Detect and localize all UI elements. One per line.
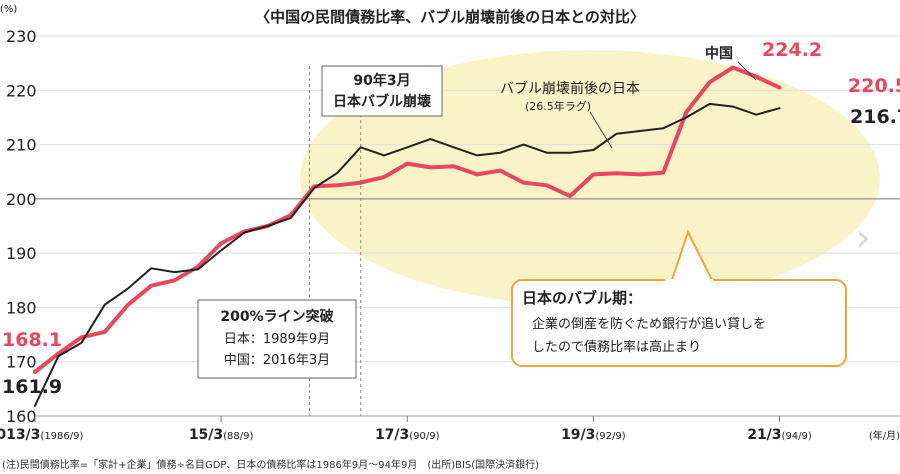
line200-annotation-japan: 日本：1989年9月 bbox=[224, 332, 330, 347]
bubble-callout-text1: 企業の倒産を防ぐため銀行が追い貸しを bbox=[532, 316, 766, 332]
y-tick-label: 220 bbox=[6, 81, 37, 100]
y-tick-label: 190 bbox=[6, 244, 37, 263]
value-label-china-start: 168.1 bbox=[2, 329, 62, 351]
y-unit-label: (%) bbox=[0, 4, 17, 15]
x-tick-main: 19/3 bbox=[561, 427, 595, 443]
bubble-callout-title: 日本のバブル期： bbox=[522, 289, 642, 307]
y-tick-label: 170 bbox=[6, 353, 37, 372]
collapse-annotation-box bbox=[321, 65, 443, 117]
x-unit-label: (年/月) bbox=[869, 429, 900, 442]
bubble-callout-text2: したので債務比率は高止まり bbox=[532, 339, 701, 355]
footnote: (注)民間債務比率=「家計+企業」債務÷名目GDP、日本の債務比率は1986年9… bbox=[2, 458, 539, 471]
x-tick-main: 2013/3 bbox=[0, 427, 40, 443]
line200-annotation-box bbox=[197, 299, 357, 379]
line200-annotation-title: 200%ライン突破 bbox=[220, 308, 333, 325]
collapse-annotation-line1: 90年3月 bbox=[353, 72, 410, 89]
y-tick-label: 200 bbox=[6, 190, 37, 209]
y-tick-label: 160 bbox=[6, 407, 37, 426]
x-tick-label: 21/3(94/9) bbox=[747, 427, 812, 443]
bubble-callout-joint bbox=[665, 279, 713, 283]
x-tick-label: 2013/3(1986/9) bbox=[0, 427, 84, 443]
x-tick-main: 21/3 bbox=[747, 427, 781, 443]
x-tick-label: 17/3(90/9) bbox=[375, 427, 440, 443]
leader-line-china bbox=[737, 61, 757, 81]
y-tick-label: 210 bbox=[6, 136, 37, 155]
x-tick-sub: (92/9) bbox=[595, 431, 625, 442]
x-tick-sub: (1986/9) bbox=[40, 431, 83, 442]
x-tick-sub: (88/9) bbox=[223, 431, 253, 442]
collapse-annotation-line2: 日本バブル崩壊 bbox=[333, 93, 432, 110]
value-label-china-end: 220.5 bbox=[848, 75, 900, 97]
x-tick-main: 15/3 bbox=[189, 427, 223, 443]
chart-title: 〈中国の民間債務比率、バブル崩壊前後の日本との対比〉 bbox=[255, 8, 645, 26]
value-label-china-peak: 224.2 bbox=[762, 39, 822, 61]
x-tick-label: 15/3(88/9) bbox=[189, 427, 254, 443]
value-label-japan-end: 216.7 bbox=[850, 106, 900, 128]
leader-line-japan bbox=[589, 111, 613, 149]
series-label-china: 中国 bbox=[705, 45, 733, 62]
series-label-japan-sub: (26.5年ラグ) bbox=[525, 99, 591, 113]
x-tick-label: 19/3(92/9) bbox=[561, 427, 626, 443]
x-tick-sub: (94/9) bbox=[782, 431, 812, 442]
x-tick-main: 17/3 bbox=[375, 427, 409, 443]
chevron-right-icon[interactable]: › bbox=[855, 215, 871, 261]
series-line-china bbox=[33, 65, 782, 374]
x-tick-sub: (90/9) bbox=[409, 431, 439, 442]
value-label-japan-start: 161.9 bbox=[2, 376, 62, 398]
y-tick-label: 230 bbox=[6, 27, 37, 46]
series-line-japan bbox=[34, 102, 781, 407]
line200-annotation-china: 中国：2016年3月 bbox=[224, 353, 330, 368]
series-label-japan: バブル崩壊前後の日本 bbox=[500, 80, 640, 97]
y-tick-label: 180 bbox=[6, 298, 37, 317]
